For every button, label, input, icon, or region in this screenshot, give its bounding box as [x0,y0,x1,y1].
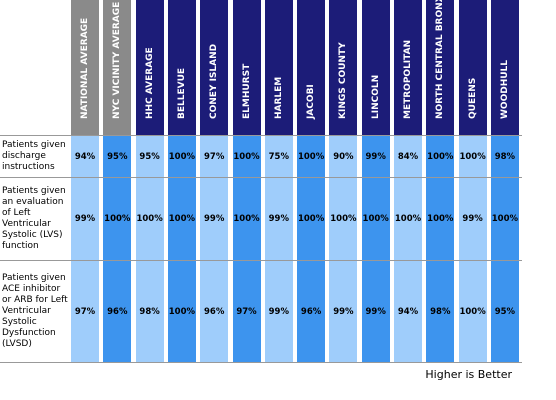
cell: 100% [232,178,261,260]
column-header: NORTH CENTRAL BRONX [426,0,455,135]
row-label: Patients given an evaluation of Left Ven… [2,185,66,251]
cell: 90% [329,136,358,177]
row-label: Patients given discharge instructions [2,139,66,172]
cell: 100% [458,261,487,362]
column-header-text: WOODHULL [499,59,510,119]
cell: 100% [490,178,519,260]
cell: 100% [394,178,422,260]
cell: 98% [426,261,455,362]
column-header-text: QUEENS [467,77,478,119]
cell: 100% [426,178,455,260]
cell: 100% [135,178,164,260]
column-header: HARLEM [264,0,293,135]
column-header: ELMHURST [232,0,261,135]
column-header-text: ELMHURST [241,63,252,119]
cell: 100% [426,136,455,177]
cell: 99% [458,178,487,260]
cell: 95% [490,261,519,362]
row-rule [0,260,522,261]
column-header-text: JACOBI [306,84,317,119]
column-header-text: CONEY ISLAND [209,43,220,119]
cell: 100% [297,136,326,177]
cell: 95% [103,136,132,177]
cell: 96% [200,261,229,362]
column-header: LINCOLN [361,0,390,135]
column-header: HHC AVERAGE [135,0,164,135]
column-header-text: LINCOLN [370,74,381,119]
column-header-text: NORTH CENTRAL BRONX [435,0,446,119]
cell: 97% [200,136,229,177]
cell: 94% [394,261,422,362]
cell: 96% [297,261,326,362]
column-header-text: NYC VICINITY AVERAGE [112,1,123,119]
row-label: Patients given ACE inhibitor or ARB for … [2,272,68,349]
column-header: BELLEVUE [167,0,196,135]
column-header: NYC VICINITY AVERAGE [103,0,132,135]
column-header: JACOBI [297,0,326,135]
cell: 99% [200,178,229,260]
cell: 97% [71,261,99,362]
row-rule [0,362,522,363]
cell: 99% [329,261,358,362]
column-header: CONEY ISLAND [200,0,229,135]
cell: 100% [297,178,326,260]
cell: 75% [264,136,293,177]
cell: 84% [394,136,422,177]
cell: 99% [264,178,293,260]
column-header-text: HHC AVERAGE [144,47,155,119]
column-header-text: NATIONAL AVERAGE [80,17,90,119]
cell: 99% [361,136,390,177]
row-rule [0,177,522,178]
cell: 98% [135,261,164,362]
column-header-text: METROPOLITAN [403,39,413,119]
row-rule [0,135,522,136]
cell: 100% [167,178,196,260]
cell: 94% [71,136,99,177]
column-header-text: KINGS COUNTY [338,42,349,119]
column-header: WOODHULL [490,0,519,135]
cell: 100% [458,136,487,177]
cell: 99% [264,261,293,362]
cell: 96% [103,261,132,362]
cell: 100% [232,136,261,177]
cell: 97% [232,261,261,362]
column-header: NATIONAL AVERAGE [71,0,99,135]
cell: 100% [103,178,132,260]
cell: 95% [135,136,164,177]
column-header: KINGS COUNTY [329,0,358,135]
cell: 99% [361,261,390,362]
cell: 98% [490,136,519,177]
column-header: QUEENS [458,0,487,135]
cell: 100% [167,136,196,177]
column-header: METROPOLITAN [394,0,422,135]
footer: Higher is Better [425,368,512,381]
column-header-text: BELLEVUE [176,67,187,119]
cell: 100% [361,178,390,260]
cell: 99% [71,178,99,260]
cell: 100% [167,261,196,362]
cell: 100% [329,178,358,260]
column-header-text: HARLEM [273,76,284,119]
